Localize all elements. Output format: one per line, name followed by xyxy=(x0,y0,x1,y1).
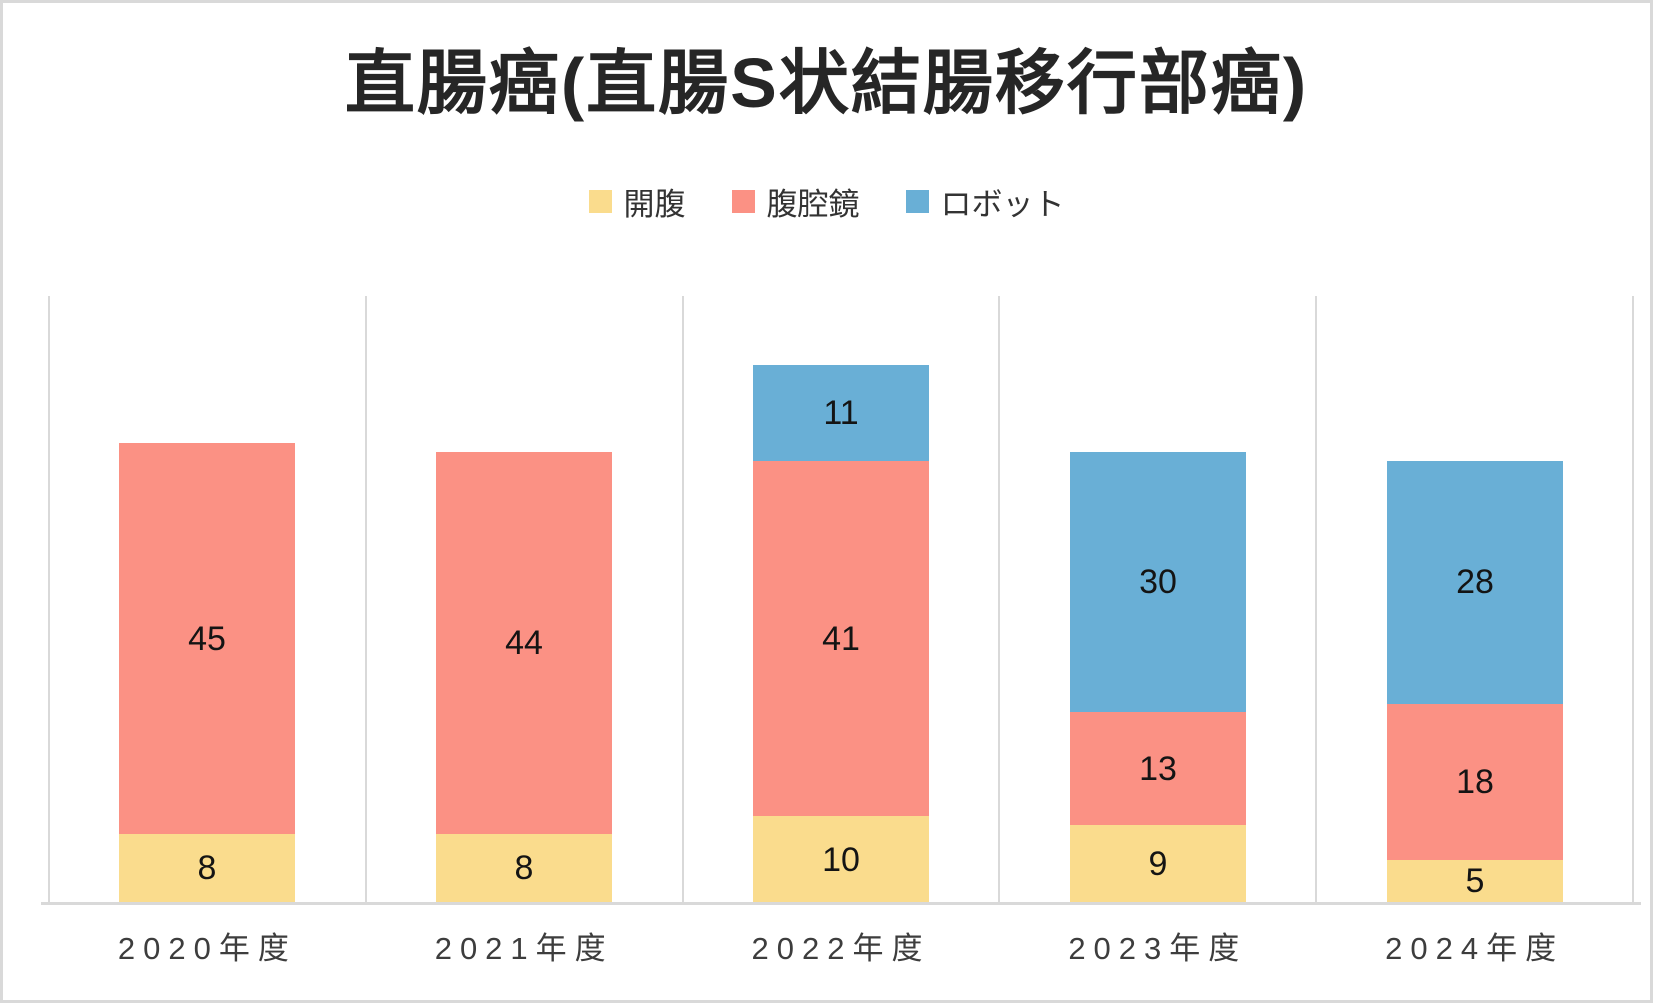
bar-segment: 8 xyxy=(436,833,612,903)
gridline xyxy=(1632,296,1634,903)
bar-value-label: 28 xyxy=(1456,563,1494,602)
bar-group: 9 13 30 xyxy=(1070,452,1246,903)
bar-value-label: 10 xyxy=(822,840,860,879)
bar-value-label: 9 xyxy=(1148,844,1168,883)
bar-segment: 28 xyxy=(1387,460,1563,704)
bar-group: 5 18 28 xyxy=(1387,460,1563,903)
legend-swatch-icon xyxy=(588,190,612,213)
gridline xyxy=(998,296,1000,903)
x-axis-label: 2024年度 xyxy=(1385,931,1565,966)
x-axis-line xyxy=(41,902,1641,905)
gridline xyxy=(48,296,50,903)
bar-value-label: 44 xyxy=(505,623,543,662)
bar-segment: 41 xyxy=(753,460,929,817)
bar-segment: 5 xyxy=(1387,859,1563,903)
x-axis-label: 2021年度 xyxy=(434,931,614,966)
gridline xyxy=(1315,296,1317,903)
bar-segment: 9 xyxy=(1070,824,1246,903)
gridline xyxy=(365,296,367,903)
legend-swatch-icon xyxy=(905,190,929,213)
legend-item: ロボット xyxy=(905,179,1065,224)
bar-segment: 13 xyxy=(1070,712,1246,825)
legend-label: 開腹 xyxy=(623,187,686,222)
bar-value-label: 30 xyxy=(1139,563,1177,602)
legend-label: 腹腔鏡 xyxy=(766,187,860,222)
x-axis-label: 2023年度 xyxy=(1068,931,1248,966)
x-axis-label: 2022年度 xyxy=(751,931,931,966)
bar-value-label: 11 xyxy=(823,394,859,433)
x-axis-labels: 2020年度 2021年度 2022年度 2023年度 2024年度 xyxy=(49,923,1633,973)
bar-segment: 11 xyxy=(753,365,929,461)
bar-value-label: 45 xyxy=(188,619,226,658)
bar-segment: 10 xyxy=(753,816,929,903)
bar-value-label: 8 xyxy=(197,849,217,888)
bar-segment: 45 xyxy=(119,443,295,834)
bar-group: 10 41 11 xyxy=(753,365,929,903)
bar-group: 8 45 xyxy=(119,443,295,903)
legend-item: 腹腔鏡 xyxy=(731,179,860,224)
bar-value-label: 13 xyxy=(1139,749,1177,788)
chart-legend: 開腹 腹腔鏡 ロボット xyxy=(3,179,1650,224)
bar-value-label: 5 xyxy=(1465,862,1485,901)
legend-label: ロボット xyxy=(940,187,1065,222)
bar-segment: 8 xyxy=(119,833,295,903)
plot-area: 8 45 8 44 10 41 11 9 13 30 5 18 28 xyxy=(41,296,1641,905)
bar-segment: 44 xyxy=(436,452,612,834)
bar-segment: 30 xyxy=(1070,452,1246,713)
bar-value-label: 41 xyxy=(822,619,860,658)
bar-value-label: 18 xyxy=(1456,762,1494,801)
bar-group: 8 44 xyxy=(436,452,612,903)
bar-segment: 18 xyxy=(1387,703,1563,860)
legend-item: 開腹 xyxy=(588,179,686,224)
x-axis-label: 2020年度 xyxy=(117,931,297,966)
legend-swatch-icon xyxy=(731,190,755,213)
chart-title: 直腸癌(直腸S状結腸移行部癌) xyxy=(344,44,1309,122)
bar-value-label: 8 xyxy=(514,849,534,888)
gridline xyxy=(682,296,684,903)
